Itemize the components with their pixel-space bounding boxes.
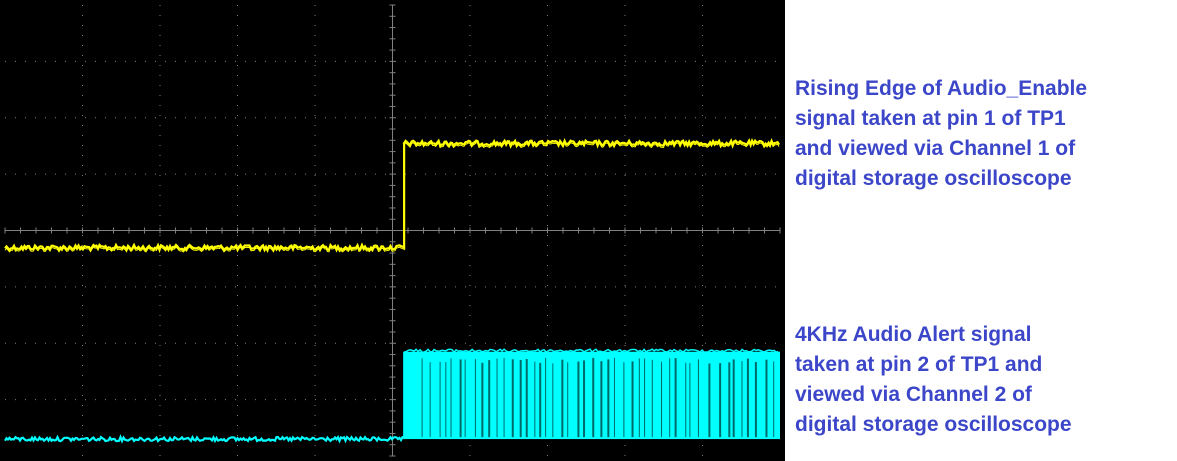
oscilloscope-plot <box>4 4 781 457</box>
caption-line: and viewed via Channel 1 of <box>795 137 1076 160</box>
caption-line: 4KHz Audio Alert signal <box>795 323 1032 346</box>
channel-2-baseline <box>4 434 404 444</box>
caption-line: taken at pin 2 of TP1 and <box>795 353 1043 376</box>
caption-line: digital storage oscilloscope <box>795 413 1072 436</box>
caption-line: digital storage oscilloscope <box>795 167 1072 190</box>
oscilloscope-screen <box>0 0 785 461</box>
channel-1-caption: Rising Edge of Audio_Enable signal taken… <box>795 74 1175 194</box>
caption-line: viewed via Channel 2 of <box>795 383 1032 406</box>
caption-line: Rising Edge of Audio_Enable <box>795 77 1088 100</box>
channel-2-top-edge <box>403 348 779 354</box>
channel-2-burst <box>404 351 780 440</box>
channel-1-trace-band <box>4 141 780 254</box>
caption-line: signal taken at pin 1 of TP1 <box>795 107 1066 130</box>
channel-2-caption: 4KHz Audio Alert signal taken at pin 2 o… <box>795 320 1175 440</box>
channel-1-trace <box>4 137 781 253</box>
